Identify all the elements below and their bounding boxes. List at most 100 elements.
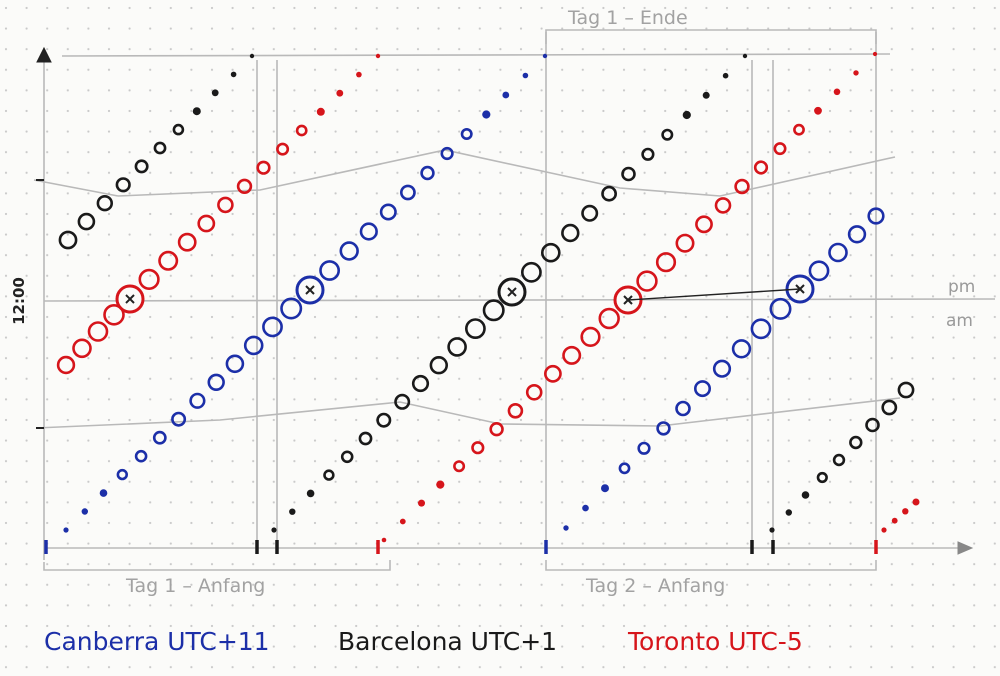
time-dot [87,321,109,342]
time-dot [399,184,416,201]
city-series [44,51,920,554]
time-dot [177,232,197,252]
day2-start-bracket [545,560,877,571]
toronto-series-0b [118,53,381,310]
time-dot [379,203,397,221]
time-dot [742,53,748,59]
time-dot [828,242,848,263]
day1-end-label: Tag 1 – Ende [567,7,688,29]
barcelona-series-0 [58,53,255,250]
day1-start-label: Tag 1 – Anfang [125,575,265,597]
time-dot [562,345,582,365]
time-dot [249,53,255,59]
time-dot [207,373,225,391]
time-dot [192,107,201,116]
time-dot [540,242,561,263]
time-dot [808,260,830,282]
canberra-series-1 [63,278,321,533]
time-dot [471,441,485,455]
time-dot [902,508,909,515]
canberra-noon-marker [295,275,325,305]
time-dot [289,508,296,515]
evening-curve-1 [117,149,896,197]
legend-canberra: Canberra UTC+11 [44,627,270,656]
time-dot [865,417,880,433]
morning-curve [35,397,901,429]
time-dot [411,374,430,393]
time-dot [714,197,732,214]
day1-end-bracket [545,29,877,44]
barcelona-noon-marker [497,277,527,307]
time-dot [316,107,325,116]
time-dot [580,326,601,348]
time-dot [77,212,96,231]
time-dot [189,392,206,409]
axis-ticks [36,179,44,429]
time-dot [816,471,828,484]
time-dot [693,380,711,398]
time-dot [418,499,425,507]
time-dot [436,480,445,489]
am-label: am [946,311,973,331]
time-dot [271,527,277,533]
time-dot [116,468,129,481]
time-dot [621,166,636,182]
legend-toronto: Toronto UTC-5 [627,627,803,656]
time-dot [399,518,406,525]
time-dot [56,355,76,375]
day1-start-bracket [43,560,391,571]
time-dot [801,491,810,499]
time-dot [464,318,486,340]
time-dot [103,303,125,326]
time-dot [99,489,108,497]
time-dot [336,89,344,97]
time-dot [280,297,303,320]
time-dot [849,435,863,450]
x-axis-arrow-icon [957,541,974,555]
top-guide [61,53,891,57]
time-dot [872,51,878,57]
time-dot [295,124,308,137]
barcelona-series-3 [769,381,915,533]
time-dot [785,509,792,516]
time-dot [158,250,179,271]
time-dot [561,223,580,243]
time-dot [881,527,887,533]
day2-start-label: Tag 2 – Anfang [585,575,725,597]
time-dot [601,484,609,493]
time-dot [601,185,617,202]
time-dot [211,89,219,97]
time-dot [675,233,695,253]
time-dot [682,110,691,120]
legend-barcelona: Barcelona UTC+1 [338,627,557,656]
time-dot [197,214,216,233]
time-dot [339,241,359,261]
time-dot [63,527,69,533]
time-dot [340,450,354,464]
time-dot [306,489,315,498]
time-dot [598,307,620,330]
time-dot [96,195,114,212]
time-dot [521,261,542,283]
time-dot [230,71,237,78]
time-dot [636,270,658,292]
time-dot [773,142,787,156]
time-dot [793,123,805,136]
time-dot [618,462,631,475]
noon-label: 12:00 [10,277,28,325]
time-dot [58,230,78,250]
time-dot [134,449,148,463]
toronto-noon-marker [115,284,145,314]
evening-curve [33,179,119,197]
time-dot [722,72,729,79]
toronto-series-3 [881,498,920,533]
time-dot [814,106,822,115]
time-dot [581,204,599,222]
time-dot [152,430,167,445]
time-dot [453,460,466,473]
time-dot [637,441,651,455]
time-dot [912,498,920,506]
time-dot [381,537,387,543]
time-dot [217,196,234,214]
